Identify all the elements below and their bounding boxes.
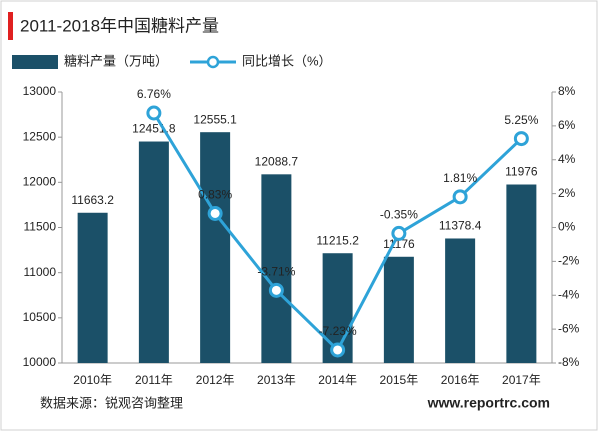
x-tick-label: 2011年 (135, 373, 173, 387)
line-value-label: 0.83% (198, 188, 232, 202)
y-tick-label: 11000 (24, 265, 57, 279)
x-tick-label: 2012年 (196, 373, 235, 387)
y-tick-label: 13000 (23, 84, 57, 98)
x-tick-label: 2016年 (441, 373, 480, 387)
y-tick-label: 12500 (23, 129, 57, 143)
x-tick-label: 2010年 (73, 373, 112, 387)
chart-title: 2011-2018年中国糖料产量 (20, 16, 219, 35)
bar-value-label: 11976 (505, 165, 538, 179)
line-value-label: -3.71% (257, 265, 295, 279)
bar (200, 132, 231, 363)
line-marker (391, 225, 407, 241)
x-tick-label: 2013年 (257, 373, 296, 387)
source: 数据来源：锐观咨询整理 (40, 395, 183, 410)
line-value-label: 5.25% (504, 113, 538, 127)
legend-marker (206, 55, 220, 69)
line-marker (330, 342, 346, 358)
y-tick-label: 10000 (23, 355, 57, 369)
line-marker (207, 205, 223, 221)
bar (261, 174, 292, 363)
bar-value-label: 11663.2 (71, 193, 114, 207)
line-marker (452, 189, 468, 205)
bar (445, 238, 476, 363)
y2-tick-label: 0% (558, 220, 576, 234)
bar (383, 256, 414, 363)
bar-value-label: 11215.2 (316, 233, 359, 247)
y2-tick-label: 2% (558, 186, 576, 200)
bar (77, 212, 108, 363)
line-value-label: 1.81% (443, 171, 477, 185)
y-tick-label: 11500 (24, 220, 57, 234)
bar-value-label: 12451.8 (132, 122, 176, 136)
legend-swatch (12, 55, 58, 69)
bar (506, 184, 537, 363)
y2-tick-label: -6% (558, 321, 580, 335)
line-value-label: 6.76% (137, 87, 171, 101)
line-value-label: -7.23% (319, 324, 357, 338)
line-value-label: -0.35% (380, 208, 418, 222)
line-marker (146, 105, 162, 121)
y2-tick-label: -8% (558, 355, 580, 369)
watermark: www.reportrc.com (427, 395, 550, 411)
legend-label: 糖料产量（万吨） (64, 53, 168, 68)
line-marker (268, 282, 284, 298)
bar (138, 141, 169, 363)
bar-value-label: 12555.1 (193, 112, 237, 126)
legend-label: 同比增长（%） (242, 53, 332, 68)
bar-value-label: 11378.4 (439, 219, 482, 233)
y2-tick-label: 6% (558, 118, 576, 132)
x-tick-label: 2017年 (502, 373, 541, 387)
y2-tick-label: -2% (558, 254, 580, 268)
line-marker (513, 131, 529, 147)
x-tick-label: 2015年 (380, 373, 419, 387)
y-tick-label: 10500 (23, 310, 57, 324)
y2-tick-label: -4% (558, 287, 580, 301)
x-tick-label: 2014年 (318, 373, 357, 387)
title-accent (8, 12, 13, 40)
bar-value-label: 12088.7 (255, 154, 299, 168)
y2-tick-label: 8% (558, 84, 576, 98)
y-tick-label: 12000 (23, 175, 57, 189)
y2-tick-label: 4% (558, 152, 576, 166)
